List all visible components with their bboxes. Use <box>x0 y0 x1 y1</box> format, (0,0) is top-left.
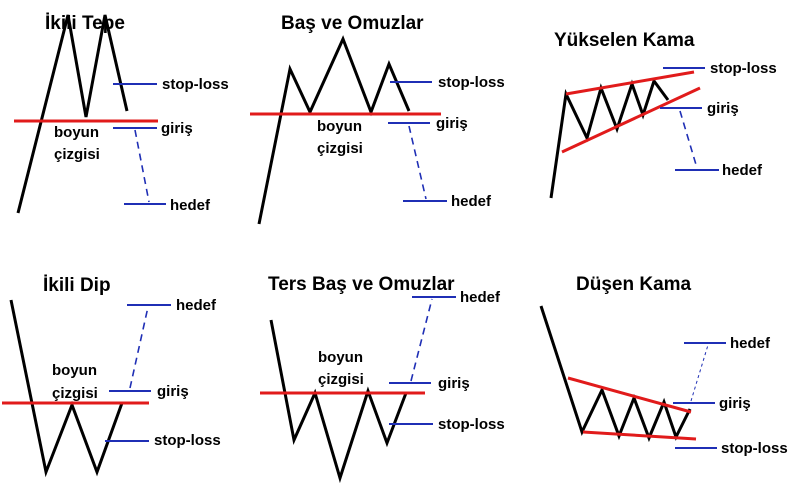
stop-loss-label: stop-loss <box>162 76 229 93</box>
wedge-upper-line <box>565 70 695 96</box>
neckline-label-line1: boyun <box>54 124 99 141</box>
target-label: hedef <box>460 289 501 306</box>
target-label: hedef <box>170 197 211 214</box>
stop-loss-label: stop-loss <box>710 60 777 77</box>
target-label: hedef <box>722 162 763 179</box>
pattern-title: İkili Tepe <box>45 13 125 34</box>
stop-loss-label: stop-loss <box>438 74 505 91</box>
stop-loss-label: stop-loss <box>154 432 221 449</box>
entry-label: giriş <box>436 115 468 132</box>
target-label: hedef <box>176 297 217 314</box>
price-line <box>269 319 408 484</box>
pattern-dusen-kama: Düşen Kama hedef giriş stop-loss <box>539 274 788 457</box>
wedge-upper-line <box>567 376 692 414</box>
neckline-label-line2: çizgisi <box>318 371 364 388</box>
target-projection <box>129 306 149 389</box>
entry-label: giriş <box>707 100 739 117</box>
pattern-title: Düşen Kama <box>576 274 692 295</box>
wedge-lower-line <box>582 430 697 441</box>
neckline-label-line2: çizgisi <box>52 385 98 402</box>
neckline-label-line2: çizgisi <box>54 146 100 163</box>
entry-label: giriş <box>438 375 470 392</box>
price-line <box>9 299 124 478</box>
pattern-title: Baş ve Omuzlar <box>281 13 424 34</box>
wedge-lower-line <box>561 86 701 154</box>
target-label: hedef <box>730 335 771 352</box>
target-projection <box>690 344 709 402</box>
entry-label: giriş <box>161 120 193 137</box>
target-projection <box>408 125 427 200</box>
price-line <box>549 77 670 199</box>
stop-loss-label: stop-loss <box>438 416 505 433</box>
target-projection <box>134 129 150 203</box>
stop-loss-label: stop-loss <box>721 440 788 457</box>
entry-label: giriş <box>157 383 189 400</box>
pattern-ikili-dip: İkili Dip hedef giriş stop-loss boyun çi… <box>2 275 221 478</box>
target-label: hedef <box>451 193 492 210</box>
pattern-title: Ters Baş ve Omuzlar <box>268 274 455 295</box>
pattern-title: İkili Dip <box>43 275 111 296</box>
pattern-ters-bas-ve-omuzlar: Ters Baş ve Omuzlar hedef giriş stop-los… <box>260 274 505 484</box>
neckline-label-line2: çizgisi <box>317 140 363 157</box>
price-line <box>16 14 129 214</box>
price-line <box>257 35 411 225</box>
neckline-label-line1: boyun <box>52 362 97 379</box>
neckline-label-line1: boyun <box>317 118 362 135</box>
target-projection <box>679 110 698 169</box>
neckline-label-line1: boyun <box>318 349 363 366</box>
pattern-yukselen-kama: Yükselen Kama stop-loss giriş hedef <box>549 30 777 199</box>
entry-label: giriş <box>719 395 751 412</box>
pattern-bas-ve-omuzlar: Baş ve Omuzlar stop-loss giriş hedef boy… <box>250 13 505 225</box>
pattern-ikili-tepe: İkili Tepe stop-loss giriş hedef boyun ç… <box>14 13 229 214</box>
pattern-title: Yükselen Kama <box>554 30 695 51</box>
price-line <box>539 305 692 443</box>
target-projection <box>410 298 433 382</box>
